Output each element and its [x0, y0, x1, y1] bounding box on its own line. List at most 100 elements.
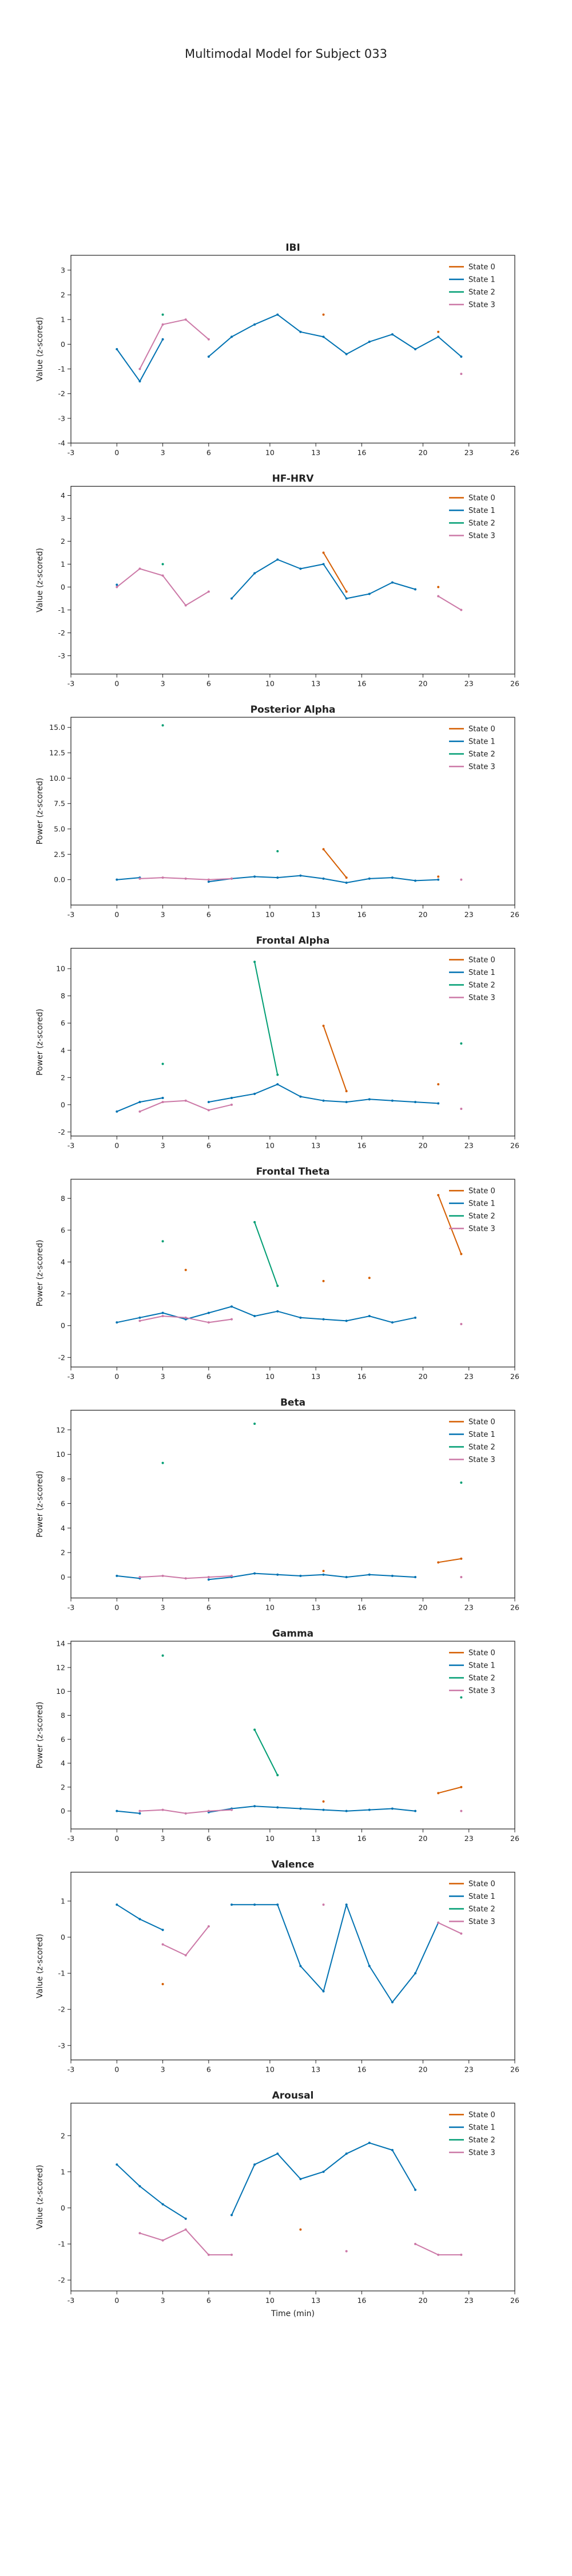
data-point [368, 1098, 371, 1101]
x-tick-label: 16 [357, 910, 366, 919]
x-tick-label: 20 [418, 910, 427, 919]
data-point [161, 1574, 164, 1577]
data-point [299, 874, 302, 877]
data-point [207, 338, 210, 341]
data-point [391, 333, 394, 336]
y-tick-label: 8 [61, 991, 65, 1000]
data-point [368, 2142, 371, 2144]
data-point [368, 592, 371, 595]
data-point [322, 1800, 325, 1803]
x-tick-label: 10 [265, 910, 275, 919]
data-point [322, 1318, 325, 1321]
y-tick-label: 10 [56, 1687, 65, 1696]
data-point [230, 1318, 233, 1321]
x-tick-label: 6 [206, 1141, 211, 1150]
y-tick-label: 1 [61, 560, 65, 568]
data-point [460, 1107, 463, 1110]
data-point [207, 355, 210, 358]
data-point [414, 588, 417, 591]
data-point [230, 1808, 233, 1811]
x-tick-label: 0 [114, 2296, 119, 2305]
y-tick-label: -1 [58, 606, 65, 614]
legend-label: State 1 [468, 507, 495, 515]
data-point [207, 590, 210, 593]
data-point [437, 1083, 440, 1086]
data-point [161, 574, 164, 577]
y-tick-label: -2 [58, 389, 65, 398]
legend-label: State 2 [468, 981, 495, 990]
y-tick-label: 0 [61, 340, 65, 349]
data-point [116, 1903, 118, 1906]
y-tick-label: 2.5 [54, 850, 65, 859]
data-point [138, 1316, 141, 1319]
legend-label: State 2 [468, 1212, 495, 1221]
data-point [116, 1809, 118, 1812]
x-tick-label: 20 [418, 448, 427, 457]
data-point [345, 2152, 348, 2155]
data-point [460, 373, 463, 376]
x-tick-label: 13 [311, 2065, 320, 2074]
data-point [116, 348, 118, 350]
panel-title: Valence [272, 1859, 315, 1871]
series-line-state-1 [117, 1805, 416, 1814]
x-tick-label: 6 [206, 1372, 211, 1381]
x-tick-label: 3 [161, 1372, 165, 1381]
panel-gamma: Gamma -3 0 3 6 10 13 16 20 23 26 0 2 4 6 8 10 12 14 Power (… [35, 1628, 519, 1843]
data-point [253, 1092, 256, 1095]
data-point [437, 878, 440, 881]
legend-label: State 3 [468, 1687, 495, 1696]
panel-title: Frontal Alpha [256, 935, 330, 947]
x-tick-label: -3 [67, 2065, 74, 2074]
data-point [230, 335, 233, 338]
x-tick-label: 3 [161, 448, 165, 457]
data-point [299, 1316, 302, 1319]
legend-label: State 3 [468, 301, 495, 310]
panel-posterior-alpha: Posterior Alpha -3 0 3 6 10 13 16 20 23 26 0.0 2.5 5.… [35, 704, 519, 919]
x-tick-label: 13 [311, 448, 320, 457]
data-point [253, 1728, 256, 1731]
legend-label: State 3 [468, 2149, 495, 2158]
plot-frame [70, 1641, 515, 1830]
x-tick-label: 0 [114, 1603, 119, 1612]
y-tick-label: 0 [61, 1321, 65, 1330]
x-tick-label: 26 [510, 2065, 519, 2074]
legend-label: State 3 [468, 994, 495, 1002]
x-tick-label: 13 [311, 1141, 320, 1150]
legend-label: State 3 [468, 763, 495, 772]
x-tick-label: 13 [311, 1603, 320, 1612]
y-tick-label: 14 [56, 1639, 65, 1648]
plot-frame [70, 1871, 515, 2061]
y-axis-label: Value (z-scored) [35, 317, 45, 382]
x-tick-label: 3 [161, 679, 165, 688]
data-point [253, 961, 256, 963]
x-tick-label: 6 [206, 2296, 211, 2305]
x-tick-label: 10 [265, 2065, 275, 2074]
y-tick-label: 6 [61, 1735, 65, 1744]
data-point [391, 2001, 394, 2004]
data-point [207, 880, 210, 883]
data-point [184, 1577, 187, 1580]
data-point [437, 586, 440, 588]
legend-label: State 0 [468, 1649, 495, 1658]
x-tick-label: 0 [114, 1834, 119, 1843]
data-point [138, 380, 141, 383]
legend-label: State 1 [468, 969, 495, 977]
x-tick-label: 20 [418, 1141, 427, 1150]
x-tick-label: 26 [510, 1141, 519, 1150]
y-tick-label: 2 [61, 537, 65, 546]
x-tick-label: 6 [206, 910, 211, 919]
data-point [437, 335, 440, 338]
y-tick-label: 0 [61, 2203, 65, 2212]
data-point [230, 597, 233, 600]
y-axis-label: Power (z-scored) [35, 1240, 45, 1307]
data-point [460, 2253, 463, 2256]
data-point [437, 1102, 440, 1105]
data-point [207, 1311, 210, 1314]
data-point [391, 1807, 394, 1810]
data-point [138, 2185, 141, 2188]
y-tick-label: 8 [61, 1475, 65, 1483]
data-point [253, 1315, 256, 1318]
x-tick-label: 23 [464, 1372, 474, 1381]
plot-frame [70, 1409, 515, 1599]
data-point [138, 1812, 141, 1815]
